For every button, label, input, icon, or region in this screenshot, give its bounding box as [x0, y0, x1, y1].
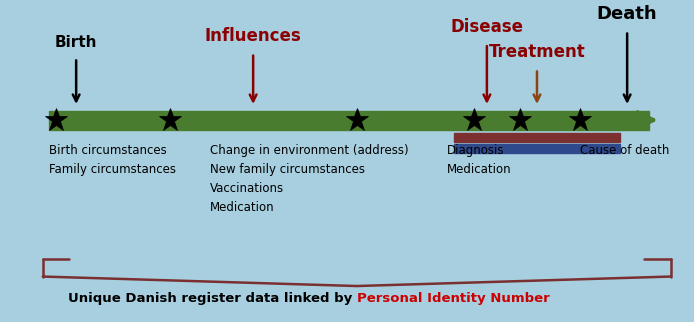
Text: Cause of death: Cause of death [580, 144, 670, 157]
Text: Death: Death [597, 5, 657, 23]
Text: Birth circumstances
Family circumstances: Birth circumstances Family circumstances [49, 144, 176, 176]
Text: Change in environment (address)
New family circumstances
Vaccinations
Medication: Change in environment (address) New fami… [210, 144, 408, 214]
Text: Unique Danish register data linked by: Unique Danish register data linked by [68, 292, 357, 305]
Bar [49, 110, 648, 129]
Text: Birth: Birth [55, 35, 97, 50]
Text: Disease: Disease [450, 18, 523, 36]
Bar [453, 144, 620, 153]
Text: Personal Identity Number: Personal Identity Number [357, 292, 550, 305]
Text: Influences: Influences [205, 27, 301, 45]
Text: Diagnosis
Medication: Diagnosis Medication [447, 144, 511, 176]
Text: Treatment: Treatment [489, 43, 585, 61]
Bar [453, 133, 620, 142]
